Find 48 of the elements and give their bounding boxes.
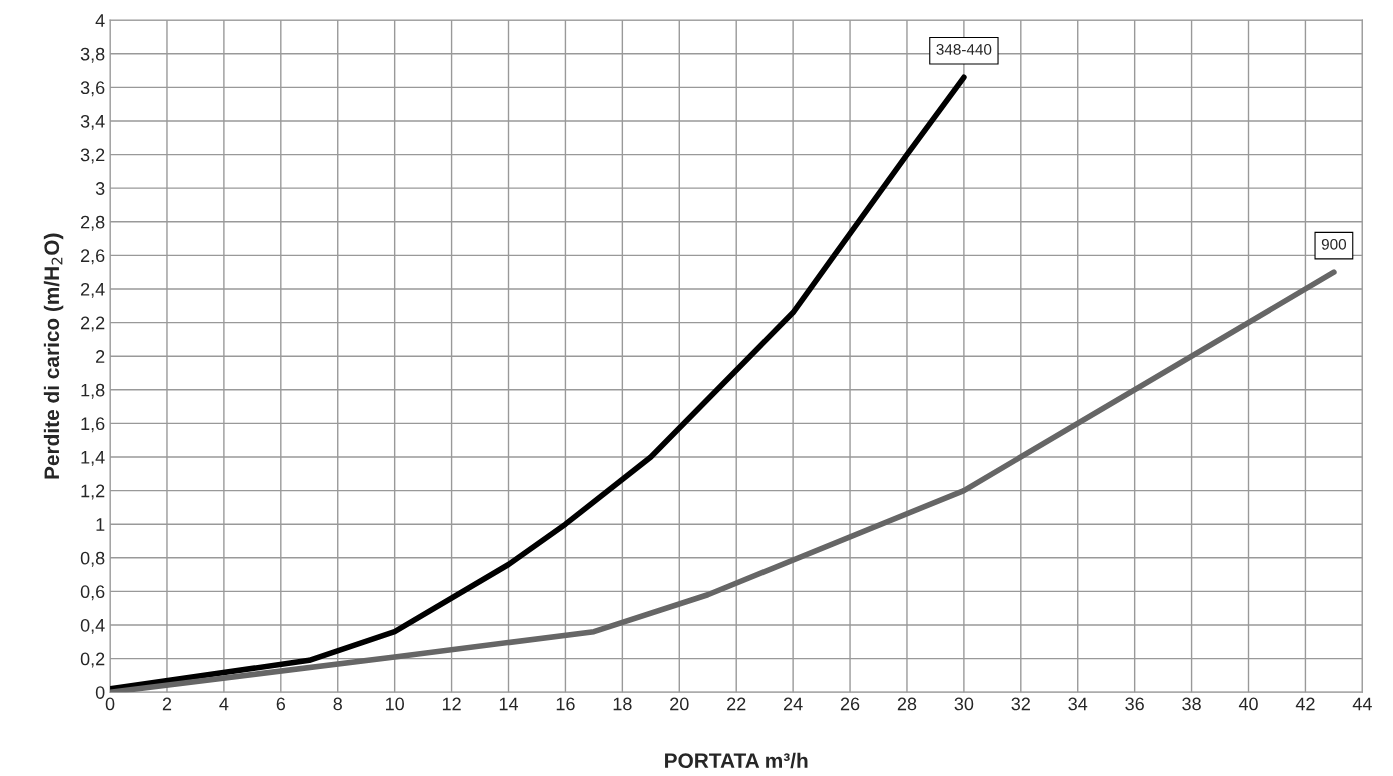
y-tick-label: 2,8	[81, 215, 105, 231]
y-tick-label: 2,6	[81, 249, 105, 265]
x-tick-label: 36	[1125, 697, 1144, 711]
y-tick-label: 0,8	[80, 551, 105, 567]
y-tick-label: 0,2	[80, 652, 105, 668]
x-tick-label: 20	[670, 697, 689, 711]
y-tick-label: 2,2	[81, 316, 105, 332]
x-tick-label: 30	[954, 697, 974, 711]
y-tick-label: 0	[95, 686, 105, 699]
x-tick-label: 38	[1182, 697, 1201, 711]
y-tick-label: 2,4	[81, 282, 105, 298]
x-tick-label: 32	[1011, 697, 1030, 711]
y-tick-label: 1,2	[81, 484, 105, 500]
x-tick-label: 8	[333, 697, 342, 711]
y-tick-label: 1,8	[81, 383, 105, 399]
x-tick-label: 12	[442, 697, 461, 711]
x-tick-label: 10	[386, 697, 404, 711]
series-label: 348-440	[936, 44, 992, 55]
x-tick-label: 16	[556, 697, 575, 711]
y-tick-label: 3,4	[80, 114, 105, 130]
y-tick-label: 1,6	[81, 417, 105, 433]
y-tick-label: 3,8	[80, 47, 105, 63]
x-tick-label: 22	[727, 697, 746, 711]
y-tick-label: 4	[95, 14, 105, 27]
x-tick-label: 24	[783, 697, 803, 711]
x-tick-label: 28	[897, 697, 917, 711]
y-tick-label: 0,4	[80, 618, 105, 634]
x-tick-label: 2	[162, 697, 172, 711]
y-axis-title: Perdite di carico (m/H$_{2}$O)	[43, 233, 64, 479]
x-tick-label: 18	[613, 697, 632, 711]
y-tick-label: 2	[96, 350, 105, 363]
y-tick-label: 0,6	[80, 585, 105, 601]
y-tick-label: 3,6	[80, 81, 105, 97]
x-tick-label: 6	[276, 697, 286, 711]
x-tick-label: 4	[219, 697, 229, 711]
x-tick-label: 44	[1352, 697, 1372, 711]
y-tick-label: 3	[95, 182, 105, 195]
series-label: 900	[1321, 238, 1347, 250]
x-tick-label: 42	[1295, 697, 1315, 711]
x-axis-title: PORTATA m³/h	[665, 752, 808, 769]
x-tick-label: 34	[1068, 697, 1088, 711]
x-tick-label: 14	[499, 697, 519, 711]
y-tick-label: 1	[96, 518, 105, 531]
x-tick-label: 40	[1238, 697, 1258, 711]
x-tick-label: 26	[840, 697, 860, 711]
y-tick-label: 3,2	[80, 148, 105, 164]
y-tick-label: 1,4	[81, 451, 105, 466]
x-tick-label: 0	[105, 697, 115, 711]
